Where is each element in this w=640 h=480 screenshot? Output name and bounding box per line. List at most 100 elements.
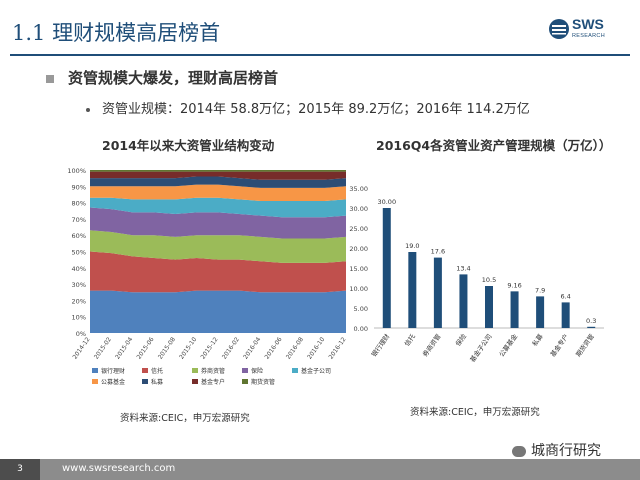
legend-label: 私募 (151, 378, 163, 386)
bar-value-label: 13.4 (456, 264, 470, 272)
slide-title: 1.1 理财规模高居榜首 (12, 21, 221, 45)
area-chart-source: 资料来源:CEIC，申万宏源研究 (120, 413, 250, 424)
category-label: 券商资管 (420, 332, 443, 359)
logo-mark-icon (549, 19, 569, 39)
area-series-3 (90, 207, 346, 239)
category-label: 基金专户 (548, 332, 570, 358)
bar-value-label: 9.16 (507, 281, 521, 289)
y-tick-label: 20% (72, 297, 86, 305)
area-series-0 (90, 290, 346, 333)
sws-logo: SWS RESEARCH (548, 14, 628, 50)
bullet-sub-text: 资管业规模：2014年 58.8万亿；2015年 89.2万亿；2016年 11… (102, 102, 530, 117)
x-tick-label: 2015-08 (157, 336, 177, 361)
logo-text: SWS (572, 16, 604, 32)
legend-label: 银行理财 (101, 367, 125, 375)
category-label: 银行理财 (369, 332, 392, 359)
legend-swatch (92, 368, 98, 373)
area-series-5 (90, 184, 346, 201)
category-label: 信托 (402, 332, 417, 348)
bar (459, 274, 468, 328)
bar-value-label: 30.00 (377, 198, 396, 206)
footer-url: www.swsresearch.com (62, 463, 176, 474)
bar-chart-source: 资料来源:CEIC，申万宏源研究 (410, 407, 540, 418)
legend-swatch (192, 368, 198, 373)
y-tick-label: 100% (67, 167, 86, 175)
y-tick-label: 20.00 (349, 245, 368, 253)
slide-header: 1.1 理财规模高居榜首 SWS RESEARCH (0, 0, 640, 58)
category-label: 期货资管 (574, 332, 597, 359)
y-tick-label: 35.00 (349, 185, 368, 193)
bar-value-label: 7.9 (535, 286, 545, 294)
bar (587, 326, 596, 328)
slide-footer: 3 www.swsresearch.com (0, 459, 640, 480)
category-label: 私募 (530, 332, 545, 348)
bullet-main-text: 资管规模大爆发，理财高居榜首 (68, 69, 279, 87)
area-chart-title: 2014年以来大资管业结构变动 (102, 138, 275, 153)
bar (510, 291, 519, 328)
legend-swatch (142, 368, 148, 373)
legend-swatch (92, 379, 98, 384)
y-tick-label: 70% (72, 216, 86, 224)
bar (433, 257, 442, 328)
wechat-watermark: 城商行研究 (512, 440, 601, 460)
x-tick-label: 2015-02 (93, 336, 113, 361)
y-tick-label: 30.00 (349, 205, 368, 213)
y-tick-label: 30% (72, 281, 86, 289)
x-tick-label: 2014-12 (72, 336, 92, 361)
legend-swatch (242, 379, 248, 384)
title-divider (10, 54, 630, 56)
y-tick-label: 50% (72, 249, 86, 257)
y-tick-label: 10.00 (349, 285, 368, 293)
legend-label: 信托 (151, 367, 163, 375)
bullet-main: 资管规模大爆发，理财高居榜首 (46, 67, 278, 88)
bar-value-label: 17.6 (431, 248, 445, 256)
logo-subtext: RESEARCH (572, 33, 605, 39)
bar (408, 252, 417, 328)
x-tick-label: 2015-10 (178, 336, 198, 361)
x-tick-label: 2015-04 (114, 336, 134, 361)
x-tick-label: 2016-08 (285, 336, 305, 361)
legend-label: 公募基金 (101, 378, 125, 386)
legend-label: 基金子公司 (301, 367, 331, 375)
category-label: 保险 (453, 332, 468, 348)
bar-value-label: 19.0 (405, 242, 419, 250)
x-tick-label: 2016-04 (242, 336, 262, 361)
area-series-7 (90, 171, 346, 180)
y-tick-label: 15.00 (349, 265, 368, 273)
y-tick-label: 90% (72, 183, 86, 191)
legend-label: 基金专户 (201, 378, 225, 386)
y-tick-label: 60% (72, 232, 86, 240)
x-tick-label: 2016-10 (306, 336, 326, 361)
bullet-sub: 资管业规模：2014年 58.8万亿；2015年 89.2万亿；2016年 11… (86, 98, 530, 117)
stacked-area-chart: 0% 10% 20% 30% 40% 50% 60% 70% 80% 90% 100% 2014-12… (67, 167, 347, 386)
bar (485, 286, 493, 328)
watermark-text: 城商行研究 (531, 443, 601, 459)
legend-swatch (292, 368, 298, 373)
area-series-1 (90, 251, 346, 293)
bar-value-label: 0.3 (586, 317, 596, 325)
x-tick-label: 2016-02 (221, 336, 241, 361)
legend-swatch (142, 379, 148, 384)
legend-label: 券商资管 (201, 367, 225, 375)
bar-chart: 0.00 5.00 10.00 15.00 20.00 25.00 30.00 35.00 30… (349, 185, 604, 364)
bar-value-label: 10.5 (482, 276, 496, 284)
x-tick-label: 2015-06 (136, 336, 156, 361)
legend-label: 保险 (251, 367, 263, 375)
category-label: 基金子公司 (468, 332, 494, 364)
y-tick-label: 5.00 (354, 305, 368, 313)
bar (382, 208, 391, 328)
wechat-icon (512, 445, 526, 457)
area-series-6 (90, 176, 346, 188)
bar-value-label: 6.4 (560, 292, 570, 300)
category-label: 公募基金 (497, 332, 520, 359)
x-tick-label: 2016-06 (264, 336, 284, 361)
dot-bullet-icon (86, 107, 90, 112)
legend-label: 期货资管 (251, 378, 275, 386)
bar (561, 302, 570, 328)
legend-swatch (192, 379, 198, 384)
y-tick-label: 0% (76, 330, 86, 338)
square-bullet-icon (46, 74, 54, 83)
page-number: 3 (0, 459, 40, 480)
bar (536, 296, 545, 328)
y-tick-label: 25.00 (349, 225, 368, 233)
